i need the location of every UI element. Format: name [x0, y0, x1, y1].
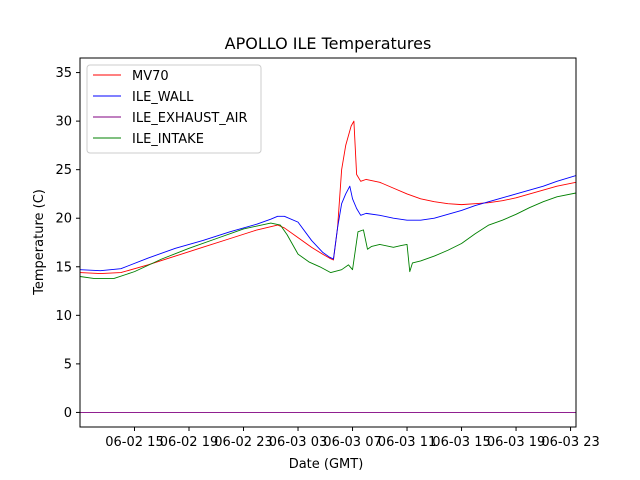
x-tick-label: 06-03 15 — [432, 435, 490, 450]
y-axis-label: Temperature (C) — [32, 189, 47, 296]
legend-frame — [86, 64, 262, 154]
y-tick-label: 5 — [64, 357, 72, 372]
y-axis-ticks: 0 5 10 15 20 25 30 35 — [55, 66, 80, 421]
legend: MV70 ILE_WALL ILE_EXHAUST_AIR ILE_INTAKE — [86, 64, 262, 154]
x-tick-label: 06-02 19 — [160, 435, 218, 450]
x-tick-label: 06-03 11 — [378, 435, 436, 450]
y-tick-label: 30 — [55, 115, 72, 130]
x-tick-label: 06-03 03 — [269, 435, 327, 450]
y-tick-label: 20 — [55, 212, 72, 227]
series-layer — [80, 120, 576, 413]
series-line-ile-wall — [80, 175, 576, 272]
chart-title: APOLLO ILE Temperatures — [225, 34, 432, 53]
x-axis-label: Date (GMT) — [289, 457, 364, 472]
y-tick-label: 0 — [64, 406, 72, 421]
x-tick-label: 06-02 23 — [214, 435, 272, 450]
legend-label-ile-intake: ILE_INTAKE — [132, 132, 204, 147]
x-tick-label: 06-03 07 — [323, 435, 381, 450]
legend-label-mv70: MV70 — [132, 69, 169, 84]
plot-frame — [79, 57, 577, 428]
y-tick-label: 10 — [55, 309, 72, 324]
x-tick-label: 06-03 19 — [487, 435, 545, 450]
y-tick-label: 35 — [55, 66, 72, 81]
series-line-ile-intake — [80, 192, 576, 279]
x-tick-label: 06-03 23 — [541, 435, 599, 450]
y-tick-label: 15 — [55, 260, 72, 275]
x-tick-label: 06-02 15 — [105, 435, 163, 450]
legend-label-ile-wall: ILE_WALL — [132, 90, 194, 105]
y-tick-label: 25 — [55, 163, 72, 178]
legend-label-ile-exhaust-air: ILE_EXHAUST_AIR — [132, 111, 248, 126]
